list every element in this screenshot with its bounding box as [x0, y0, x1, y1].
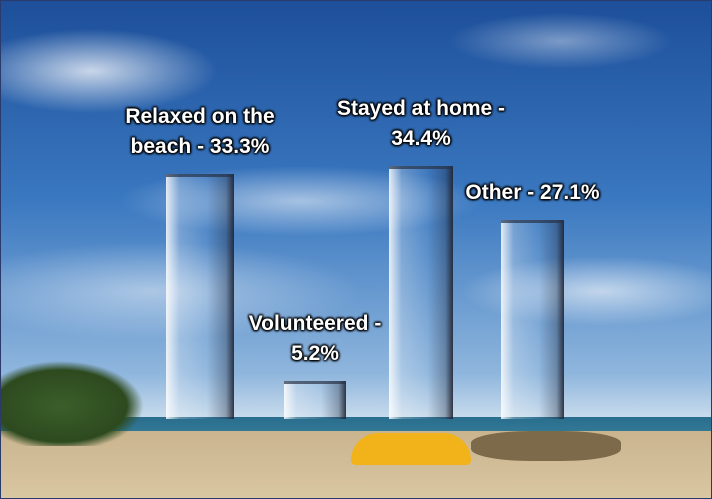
plot-area: Relaxed on the beach - 33.3% Volunteered …	[1, 1, 711, 498]
data-label: Volunteered - 5.2%	[240, 309, 390, 369]
data-label: Relaxed on the beach - 33.3%	[115, 102, 285, 162]
chart: Relaxed on the beach - 33.3% Volunteered …	[0, 0, 712, 499]
data-label: Stayed at home - 34.4%	[326, 94, 516, 154]
bar	[284, 381, 346, 419]
bar	[501, 220, 564, 419]
bar	[389, 166, 453, 419]
data-label: Other - 27.1%	[448, 178, 618, 208]
bar	[166, 174, 234, 419]
